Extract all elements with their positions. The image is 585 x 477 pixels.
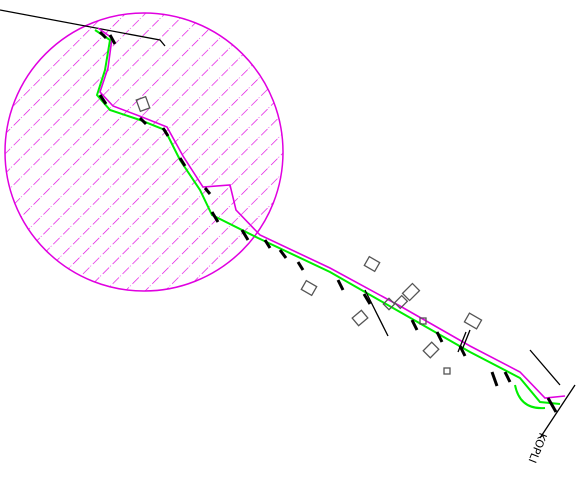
route-magenta	[97, 27, 566, 399]
buildings	[135, 95, 483, 375]
boundary-line	[0, 9, 166, 47]
misc-lines	[364, 289, 576, 439]
route-branch	[514, 384, 546, 410]
route-green	[94, 29, 561, 405]
hatched-zone	[4, 12, 284, 292]
structures	[98, 30, 558, 413]
